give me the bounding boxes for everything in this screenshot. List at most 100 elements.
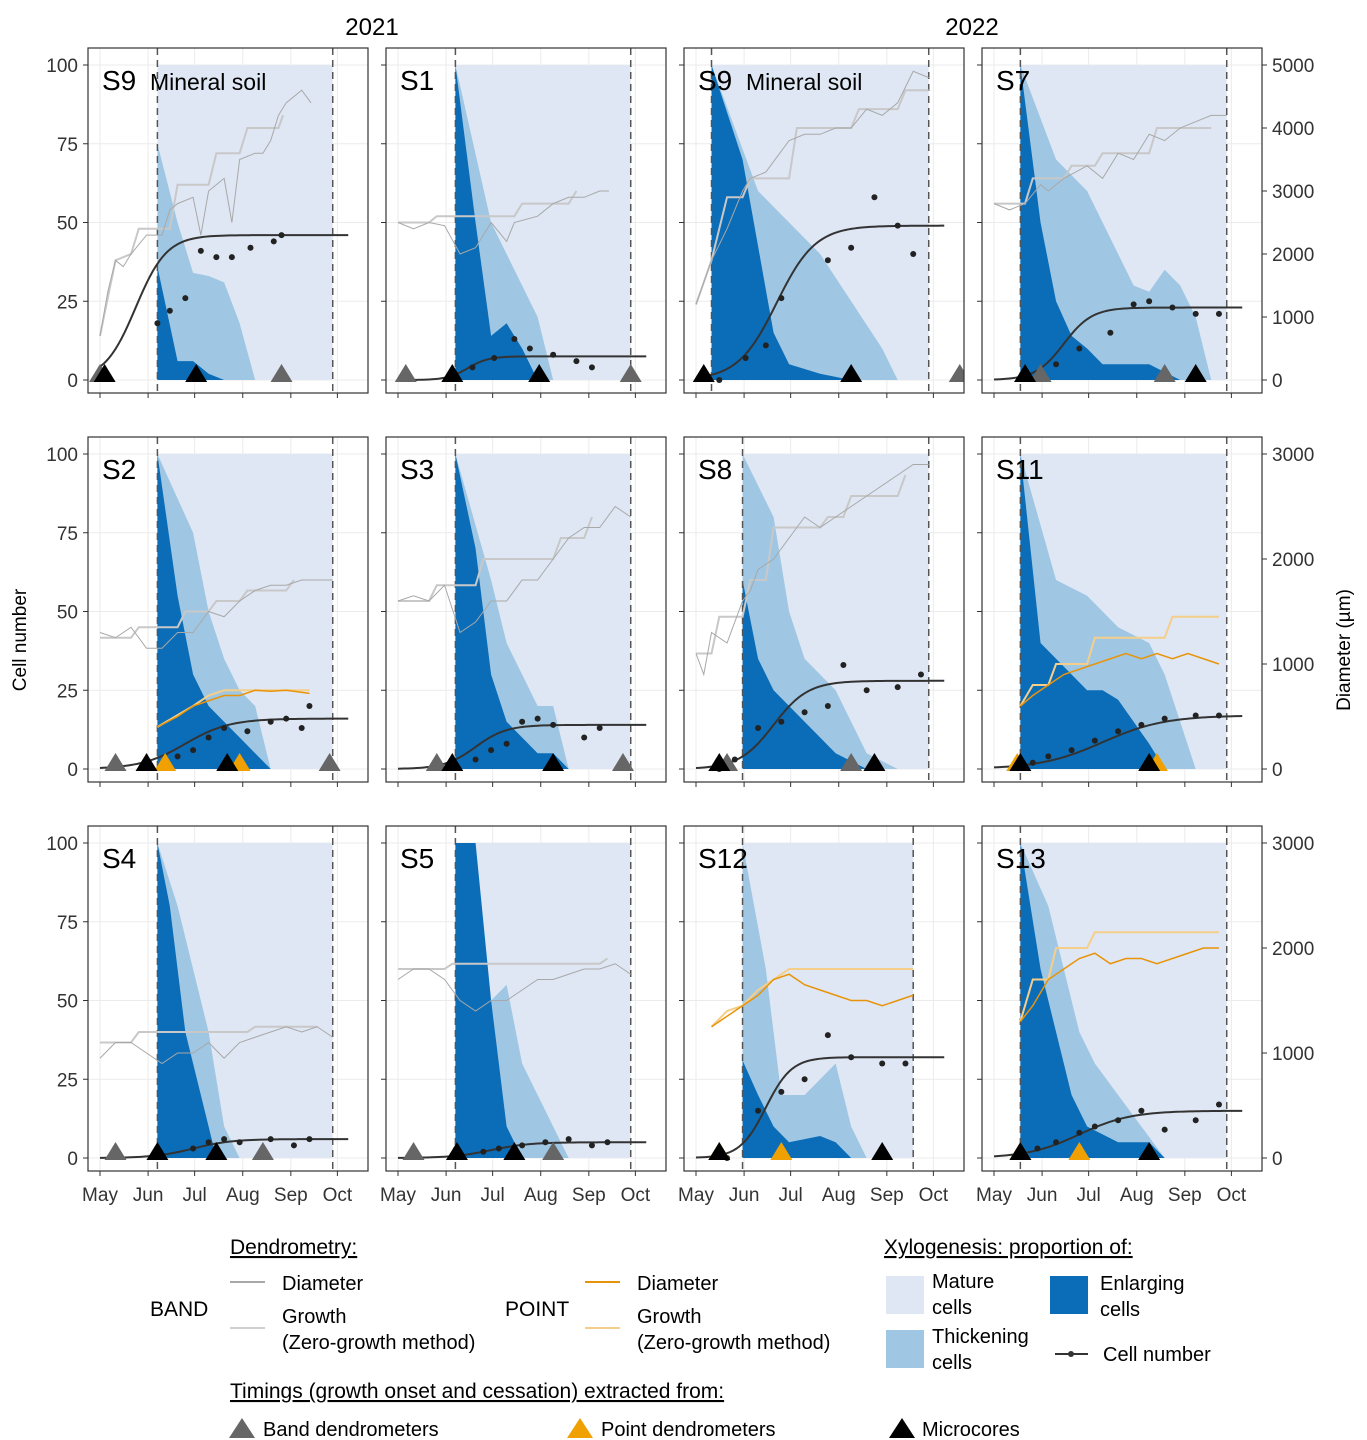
legend-band-dendro: Band dendrometers — [263, 1419, 439, 1440]
y-tick-label-left: 25 — [57, 681, 78, 702]
panel-plot — [88, 48, 368, 393]
legend-point-triangle — [567, 1418, 593, 1438]
cell-number-point — [894, 222, 901, 229]
cell-number-point — [731, 756, 738, 763]
y-tick-label-left: 25 — [57, 292, 78, 313]
panel-S5-2021: S5 — [385, 825, 667, 1172]
cell-number-point — [1068, 747, 1075, 754]
cell-number-point — [824, 1032, 831, 1039]
cell-number-point — [1091, 737, 1098, 744]
cell-number-point — [1115, 1117, 1122, 1124]
cell-number-point — [1169, 304, 1176, 311]
panel-S2-2021: S2 — [87, 436, 369, 783]
y-tick-label-right: 1000 — [1272, 655, 1314, 676]
cell-number-point — [519, 1142, 526, 1149]
panel-border — [87, 825, 369, 1172]
microcore-timing-triangle — [185, 364, 208, 382]
legend-point-label: POINT — [505, 1298, 569, 1321]
legend-band-label: BAND — [150, 1298, 208, 1321]
cell-number-point — [190, 747, 197, 754]
cell-number-point — [1192, 1117, 1199, 1124]
cell-number-curve — [695, 224, 945, 379]
cell-number-point — [511, 336, 518, 343]
microcore-timing-triangle — [1138, 753, 1161, 771]
y-tick-label-left: 0 — [67, 1149, 78, 1170]
microcore-timing-triangle — [1184, 364, 1207, 382]
band-timing-triangle — [104, 1142, 127, 1160]
cell-number-point — [1115, 728, 1122, 735]
cell-number-point — [596, 725, 603, 732]
panel-border — [683, 436, 965, 783]
legend-mature-1: Mature — [932, 1271, 994, 1293]
band-timing-triangle — [542, 1142, 565, 1160]
panel-border — [981, 47, 1263, 394]
enlarging-area — [1020, 65, 1181, 380]
x-tick-label: Jun — [133, 1185, 164, 1206]
cell-number-point — [221, 1136, 228, 1143]
cell-number-point — [1053, 1139, 1060, 1146]
panel-S8-2022: S8 — [683, 436, 965, 783]
panel-border — [87, 436, 369, 783]
panel-border — [87, 47, 369, 394]
cell-number-point — [778, 1088, 785, 1095]
band-timing-triangle — [611, 753, 634, 771]
band-timing-triangle — [104, 753, 127, 771]
enlarging-area — [1020, 454, 1165, 769]
cell-number-point — [824, 703, 831, 709]
cell-number-point — [267, 718, 274, 725]
cell-number-point — [205, 734, 212, 741]
panel-border — [981, 825, 1263, 1172]
band-growth-line — [99, 115, 285, 337]
band-diameter-line — [99, 89, 312, 336]
cell-number-point — [534, 715, 541, 722]
microcore-timing-triangle — [445, 1142, 468, 1160]
y-tick-label-left: 100 — [46, 56, 78, 77]
cell-number-point — [1034, 1145, 1041, 1152]
panel-title: S9 — [102, 65, 136, 96]
panel-border — [385, 825, 667, 1172]
x-tick-label: Jun — [431, 1185, 462, 1206]
cell-number-point — [221, 725, 228, 732]
panel-plot — [386, 48, 666, 393]
cell-number-point — [879, 1060, 886, 1067]
legend-point-diameter: Diameter — [637, 1273, 718, 1295]
legend-micro-triangle — [889, 1418, 915, 1438]
y-tick-label-right: 5000 — [1272, 56, 1314, 77]
cell-number-point — [495, 1145, 502, 1152]
x-tick-label: Aug — [524, 1185, 558, 1206]
microcore-timing-triangle — [146, 1142, 169, 1160]
y-tick-label-left: 0 — [67, 760, 78, 781]
cell-number-point — [1107, 329, 1114, 336]
y-tick-label-left: 25 — [57, 1070, 78, 1091]
cell-number-point — [1215, 310, 1222, 317]
panel-title: S11 — [996, 454, 1044, 485]
band-timing-triangle — [619, 364, 642, 382]
microcore-timing-triangle — [135, 753, 158, 771]
x-tick-label: May — [82, 1185, 118, 1206]
y-tick-label-right: 1000 — [1272, 1044, 1314, 1065]
legend-point-growth-2: (Zero-growth method) — [637, 1332, 830, 1354]
y-tick-label-right: 0 — [1272, 1149, 1283, 1170]
panel-S11-2022: S11 — [981, 436, 1263, 783]
panel-border — [981, 436, 1263, 783]
band-timing-triangle — [318, 753, 341, 771]
microcore-timing-triangle — [528, 364, 551, 382]
band-diameter-line — [397, 505, 632, 634]
legend-enlarging-1: Enlarging — [1100, 1273, 1185, 1295]
band-diameter-line — [695, 464, 929, 677]
band-diameter-line — [99, 1026, 334, 1065]
y-tick-label-right: 0 — [1272, 371, 1283, 392]
cell-number-point — [503, 740, 510, 747]
panel-title: S7 — [996, 65, 1030, 96]
cell-number-curve — [397, 355, 647, 381]
panel-title: S4 — [102, 843, 136, 874]
cell-number-curve — [695, 1056, 945, 1159]
microcore-timing-triangle — [93, 364, 116, 382]
x-tick-label: May — [678, 1185, 714, 1206]
y-tick-label-left: 100 — [46, 834, 78, 855]
panel-title: S12 — [698, 843, 748, 874]
y-tick-label-right: 2000 — [1272, 939, 1314, 960]
y-tick-label-left: 75 — [57, 913, 78, 934]
panel-plot — [982, 437, 1262, 782]
